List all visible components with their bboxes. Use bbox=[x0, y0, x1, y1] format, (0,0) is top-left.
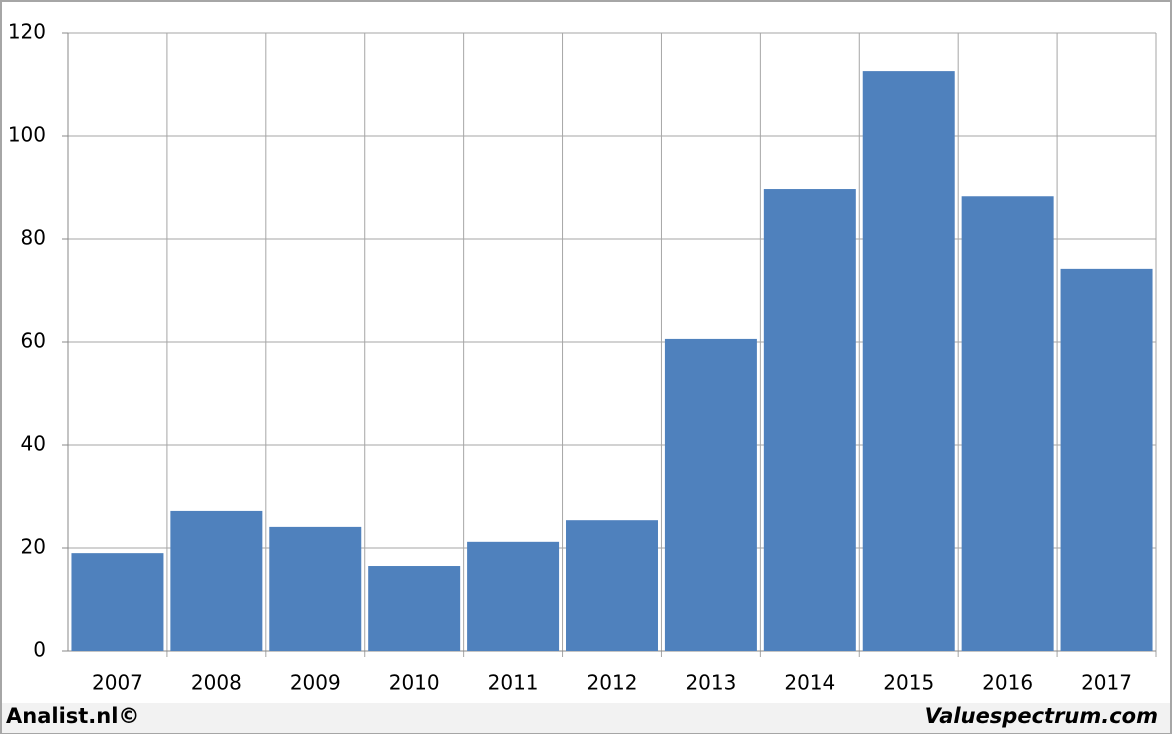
x-tick-label: 2016 bbox=[982, 671, 1033, 695]
bar bbox=[71, 553, 164, 651]
bar bbox=[961, 196, 1054, 651]
bar bbox=[1060, 268, 1153, 651]
x-tick-label: 2007 bbox=[92, 671, 143, 695]
footer-left: Analist.nl© bbox=[6, 704, 139, 728]
bar bbox=[763, 189, 856, 652]
x-tick-label: 2015 bbox=[883, 671, 934, 695]
y-tick-label: 60 bbox=[21, 329, 46, 353]
x-tick-label: 2010 bbox=[389, 671, 440, 695]
x-tick-label: 2009 bbox=[290, 671, 341, 695]
bar bbox=[269, 526, 362, 651]
y-tick-label: 20 bbox=[21, 535, 46, 559]
y-tick-label: 40 bbox=[21, 432, 46, 456]
y-tick-label: 100 bbox=[8, 123, 46, 147]
bar bbox=[566, 520, 658, 651]
y-tick-label: 0 bbox=[33, 638, 46, 662]
x-tick-label: 2012 bbox=[587, 671, 638, 695]
x-tick-label: 2017 bbox=[1081, 671, 1132, 695]
bar bbox=[368, 566, 461, 651]
x-tick-label: 2011 bbox=[488, 671, 539, 695]
y-tick-label: 80 bbox=[21, 226, 46, 250]
x-tick-label: 2008 bbox=[191, 671, 242, 695]
bar bbox=[170, 510, 263, 651]
bar bbox=[664, 338, 757, 651]
bar bbox=[467, 541, 560, 651]
bar bbox=[862, 71, 955, 652]
footer-right: Valuespectrum.com bbox=[925, 704, 1158, 728]
x-tick-label: 2014 bbox=[784, 671, 835, 695]
y-tick-label: 120 bbox=[8, 20, 46, 44]
footer-band bbox=[2, 703, 1170, 733]
x-tick-label: 2013 bbox=[685, 671, 736, 695]
